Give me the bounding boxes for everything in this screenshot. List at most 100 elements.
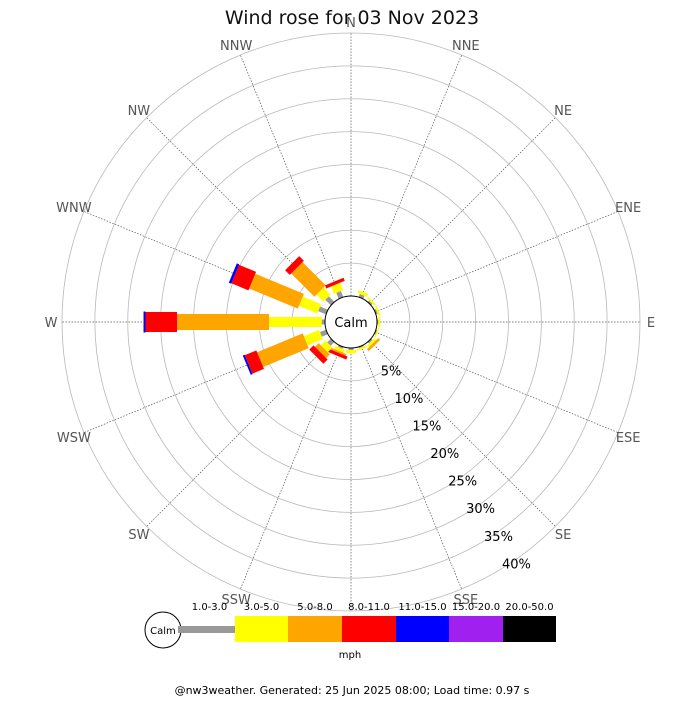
grid-spoke — [146, 340, 333, 527]
bar-segment-nnw-1 — [330, 282, 344, 294]
bar-segment-ssw-3 — [327, 348, 348, 360]
chart-title: Wind rose for 03 Nov 2023 — [225, 7, 479, 29]
bar-group-wnw — [228, 263, 328, 315]
bar-segment-w-3 — [145, 312, 178, 332]
bar-segment-nw-1 — [316, 287, 331, 302]
bar-segment-wsw-2 — [257, 333, 309, 368]
calm-label: Calm — [334, 316, 367, 331]
footer-text: @nw3weather. Generated: 25 Jun 2025 08:0… — [175, 684, 530, 697]
legend-unit: mph — [339, 650, 361, 661]
bar-segment-wsw-1 — [303, 329, 323, 346]
compass-label-sse: SSE — [453, 593, 478, 608]
grid-circle — [127, 98, 575, 546]
bar-segment-e-0 — [377, 319, 379, 325]
bar-group-ne — [367, 297, 376, 306]
bar-group-ene — [374, 305, 381, 316]
legend-bin-label: 11.0-15.0 — [398, 602, 446, 613]
bar-segment-w-1 — [269, 317, 322, 327]
legend-bin-label: 3.0-5.0 — [244, 602, 279, 613]
bar-segment-sw-2 — [314, 343, 330, 359]
compass-label-ene: ENE — [615, 201, 641, 216]
bar-segment-wsw-4 — [242, 354, 253, 375]
bar-segment-nw-2 — [291, 262, 326, 297]
compass-label-w: W — [45, 316, 58, 331]
legend-bin-label: 5.0-8.0 — [297, 602, 332, 613]
legend-swatch-6 — [503, 616, 556, 642]
bar-segment-nnw-3 — [325, 277, 345, 289]
legend-swatch-1 — [235, 616, 288, 642]
grid-spoke — [83, 211, 328, 313]
legend-bin-label: 8.0-11.0 — [348, 602, 390, 613]
grid-circle — [61, 32, 641, 612]
grid-circle — [94, 65, 608, 579]
grid-spoke — [374, 211, 619, 313]
bar-segment-w-4 — [143, 311, 146, 333]
compass-label-ssw: SSW — [222, 593, 252, 608]
bar-segment-wnw-4 — [228, 263, 240, 284]
bar-segment-nne-1 — [357, 289, 369, 297]
bar-group-nw — [285, 256, 335, 306]
grid-spoke — [360, 54, 462, 299]
grid-spoke — [240, 54, 342, 299]
bar-segment-ese-1 — [374, 327, 380, 338]
grid-spoke — [369, 117, 556, 304]
bar-segment-ene-0 — [374, 308, 378, 315]
bar-segment-wnw-3 — [231, 264, 257, 291]
calm-circle — [324, 295, 378, 349]
grid-spoke — [83, 331, 328, 433]
bar-group-nnw — [325, 277, 345, 299]
speed-legend: Calm mph 1.0-3.0 3.0-5.0 5.0-8.0 8.0-11.0 11… — [144, 602, 556, 661]
compass-label-se: SE — [555, 528, 571, 543]
bar-segment-ssw-1 — [334, 345, 345, 353]
legend-swatch-0 — [178, 626, 235, 633]
compass-label-ne: NE — [554, 104, 572, 119]
legend-calm-label: Calm — [150, 626, 176, 637]
grid-spoke — [374, 331, 619, 433]
bar-segment-wnw-1 — [298, 296, 321, 314]
legend-bin-label: 20.0-50.0 — [505, 602, 553, 613]
bar-group-ssw — [327, 345, 348, 360]
radial-tick-label: 30% — [466, 502, 495, 517]
bar-segment-ne-1 — [367, 297, 376, 306]
radial-tick-label: 35% — [484, 530, 513, 545]
bar-segment-se-2 — [366, 337, 381, 352]
bar-group-nne — [357, 289, 369, 299]
bar-group-w — [143, 311, 325, 333]
radial-tick-label: 40% — [502, 557, 531, 572]
bar-segment-s-1 — [346, 349, 356, 354]
radial-tick-label: 10% — [395, 392, 424, 407]
bar-segment-s-0 — [348, 348, 354, 350]
bar-group-se — [366, 337, 381, 352]
bar-segment-w-0 — [321, 319, 325, 325]
bar-segment-e-1 — [378, 317, 381, 327]
compass-label-sw: SW — [128, 528, 149, 543]
bar-segment-sse-1 — [356, 345, 367, 351]
compass-label-ese: ESE — [616, 431, 641, 446]
bar-segment-se-0 — [367, 338, 373, 344]
grid-spoke — [369, 340, 556, 527]
bar-segment-nw-0 — [325, 296, 335, 306]
bar-segment-ssw-2 — [330, 347, 347, 356]
compass-label-nnw: NNW — [220, 39, 252, 54]
radial-tick-label: 15% — [412, 420, 441, 435]
bar-segment-sw-3 — [309, 345, 328, 364]
bar-segment-wsw-3 — [244, 350, 264, 374]
bar-segment-nw-3 — [285, 256, 304, 275]
legend-swatch-2 — [288, 616, 342, 642]
radial-tick-label: 20% — [430, 447, 459, 462]
legend-swatch-5 — [449, 616, 503, 642]
bar-segment-wsw-0 — [319, 329, 328, 337]
bar-segment-ene-1 — [374, 305, 381, 316]
axis-labels: NNNENEENEEESESESSESSSWSWWSWWWNWNWNNW5%10… — [45, 16, 656, 631]
legend-swatch-4 — [396, 616, 449, 642]
bar-segment-wnw-0 — [318, 306, 328, 315]
legend-swatch-3 — [342, 616, 396, 642]
calm-center: Calm — [324, 295, 378, 349]
radial-tick-label: 5% — [381, 364, 402, 379]
bar-segment-wnw-2 — [249, 273, 304, 309]
bar-segment-nnw-0 — [336, 290, 344, 299]
bar-group-wsw — [242, 329, 328, 375]
compass-label-n: N — [346, 16, 356, 31]
